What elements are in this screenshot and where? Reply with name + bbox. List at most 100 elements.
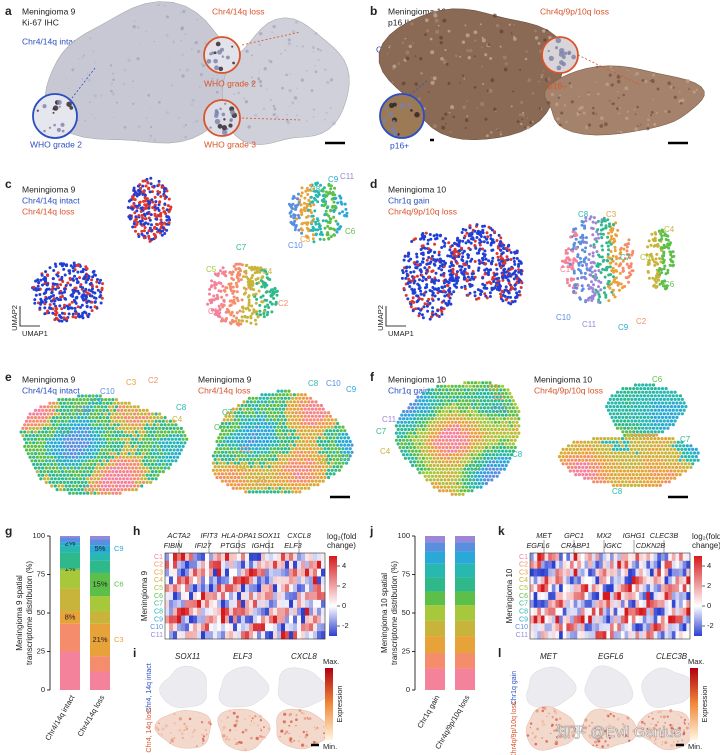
spot <box>69 459 74 463</box>
umap-point <box>80 303 84 307</box>
tissue-texture <box>294 20 299 24</box>
tissue-texture <box>310 89 314 92</box>
umap-point <box>519 261 523 265</box>
spot <box>242 414 246 418</box>
spot <box>71 419 75 423</box>
umap-point <box>400 276 404 280</box>
umap-point <box>294 204 298 208</box>
spot <box>343 429 347 433</box>
tissue-texture <box>184 33 187 35</box>
spot <box>274 429 278 433</box>
spot <box>177 430 182 434</box>
spot <box>481 388 485 392</box>
spot <box>53 448 57 452</box>
spot <box>156 444 160 448</box>
nucleus <box>224 102 227 105</box>
spot <box>53 455 57 459</box>
spot <box>21 434 25 438</box>
umap-point <box>62 306 66 309</box>
umap-point <box>63 297 67 300</box>
spot <box>298 396 302 400</box>
spot <box>127 488 131 492</box>
spot <box>253 421 257 426</box>
spot <box>479 399 483 403</box>
umap-point <box>164 212 168 216</box>
umap-point <box>90 300 94 304</box>
spot <box>336 436 340 440</box>
umap-point <box>210 300 214 304</box>
spot <box>181 430 185 434</box>
umap-point <box>300 191 304 195</box>
umap-point <box>92 296 96 300</box>
umap-point <box>61 280 65 283</box>
umap-point <box>463 276 467 280</box>
umap-point <box>427 256 431 259</box>
spot <box>285 443 289 447</box>
spot <box>264 400 268 404</box>
spot <box>93 448 97 452</box>
spot <box>172 455 176 459</box>
spot <box>294 468 298 472</box>
spot <box>273 439 277 444</box>
spot <box>287 468 291 472</box>
spot <box>224 465 228 469</box>
tissue-texture <box>439 35 443 40</box>
umap-point <box>572 290 576 294</box>
umap-point <box>509 267 513 271</box>
spot <box>75 419 79 423</box>
umap-point <box>439 260 442 264</box>
spot <box>262 468 266 472</box>
spot <box>50 426 54 430</box>
umap-point <box>58 304 62 308</box>
spot <box>113 401 117 405</box>
umap-point <box>593 276 597 280</box>
umap-point <box>424 290 428 294</box>
spot <box>255 411 259 415</box>
spot <box>111 441 115 445</box>
spot <box>82 470 86 474</box>
spot <box>296 400 300 404</box>
nucleus <box>66 101 72 107</box>
umap-point <box>598 255 602 259</box>
spot <box>95 473 99 477</box>
spot <box>301 425 305 429</box>
spot <box>269 461 273 465</box>
spot <box>262 432 266 436</box>
umap-point <box>129 198 133 202</box>
spot <box>102 466 106 470</box>
umap-point <box>613 246 617 249</box>
umap-point <box>137 203 141 207</box>
umap-point <box>433 250 436 254</box>
umap-point <box>492 240 496 244</box>
umap-point <box>167 210 171 214</box>
spot <box>125 455 129 459</box>
umap-point <box>426 309 430 313</box>
spot <box>131 437 135 441</box>
spot <box>89 477 93 481</box>
spot <box>46 434 50 438</box>
spot <box>39 419 43 423</box>
nucleus <box>69 106 74 110</box>
spot <box>95 408 99 412</box>
spot <box>310 407 314 411</box>
spot <box>68 477 72 481</box>
umap-point <box>232 264 236 268</box>
tissue-texture <box>211 77 214 80</box>
tissue-texture <box>199 73 203 77</box>
tissue-texture <box>156 4 159 7</box>
umap-point <box>603 286 606 290</box>
umap-point <box>584 219 588 223</box>
spot <box>238 436 242 440</box>
umap-point <box>150 238 154 241</box>
spot <box>278 421 282 426</box>
spot <box>285 479 289 483</box>
umap-point <box>250 276 254 280</box>
umap-point <box>440 310 444 314</box>
spot <box>123 473 128 477</box>
spot <box>215 447 219 451</box>
umap-point <box>263 269 267 273</box>
spot <box>177 452 182 456</box>
spot <box>219 468 223 472</box>
umap-point <box>224 286 228 290</box>
umap-point <box>316 195 320 199</box>
